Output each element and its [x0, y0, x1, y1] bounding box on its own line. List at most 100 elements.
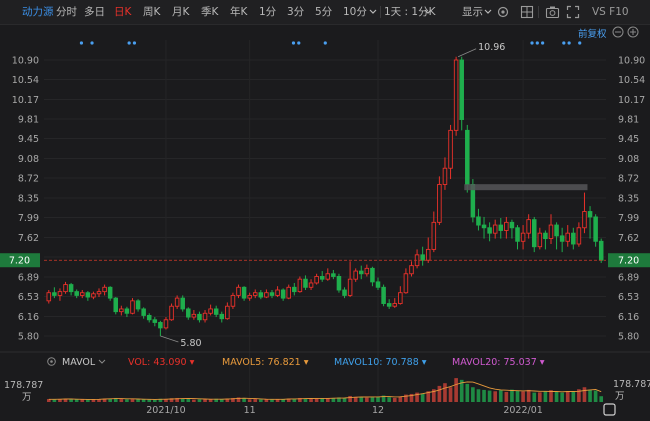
volume-bar: [420, 393, 425, 402]
volume-bar: [63, 398, 68, 402]
price-tick-left: 8.72: [18, 173, 39, 184]
tab-daily-k[interactable]: 日K: [114, 6, 132, 18]
candle-body: [163, 319, 169, 329]
candle-body: [124, 308, 130, 314]
camera-icon[interactable]: [545, 5, 560, 22]
vs-f10-button[interactable]: VS F10: [592, 6, 629, 18]
volume-bar: [392, 397, 397, 402]
chevron-down-icon[interactable]: [424, 6, 432, 21]
candle-body: [202, 312, 208, 321]
volume-bar: [381, 395, 386, 402]
tab-multi-day[interactable]: 多日: [84, 6, 105, 18]
volume-bar: [577, 389, 581, 402]
mavol20-label: MAVOL20: 75.037 ▾: [452, 357, 545, 368]
candle-body: [102, 286, 107, 293]
volume-bar: [292, 398, 297, 402]
tab-10min[interactable]: 10分: [343, 6, 367, 18]
event-marker: [90, 41, 94, 45]
volume-bar: [125, 399, 129, 402]
volume-indicator-name[interactable]: MAVOL: [62, 357, 96, 368]
candle-body: [119, 308, 124, 313]
candle-body: [96, 291, 102, 295]
low-annotation: 5.80: [180, 338, 201, 349]
price-tick-left: 6.53: [18, 292, 39, 303]
chevron-down-icon[interactable]: [98, 357, 106, 370]
tab-yearly-k[interactable]: 年K: [230, 6, 248, 18]
candle-body: [213, 308, 219, 315]
app-logo-icon: [603, 403, 616, 416]
volume-bar: [225, 398, 230, 402]
event-marker: [535, 41, 539, 45]
layout-icon[interactable]: [520, 5, 534, 22]
plus-circle-icon[interactable]: [627, 26, 639, 41]
tab-1min[interactable]: 1分: [259, 6, 277, 18]
volume-bar: [437, 385, 442, 402]
period-combo[interactable]: 1天 : 1分K: [384, 6, 436, 18]
candle-body: [492, 224, 498, 234]
stock-name[interactable]: 动力源: [22, 6, 54, 18]
candle-body: [208, 308, 213, 314]
tab-weekly-k[interactable]: 周K: [143, 6, 161, 18]
candle-body: [308, 282, 314, 288]
mavol20-value: 75.037: [503, 357, 537, 368]
event-marker: [323, 41, 327, 45]
candle-body: [264, 292, 269, 298]
tab-monthly-k[interactable]: 月K: [172, 6, 190, 18]
candle-body: [269, 292, 275, 296]
settings-icon[interactable]: [496, 5, 510, 22]
volume-settings-icon[interactable]: [46, 356, 57, 370]
candle-body: [593, 216, 598, 242]
volume-bar: [409, 393, 414, 402]
event-marker: [578, 41, 582, 45]
candle-body: [180, 297, 185, 310]
volume-bar: [532, 392, 537, 402]
volume-bar: [365, 397, 369, 402]
volume-bar: [175, 397, 179, 402]
candle-body: [46, 292, 52, 302]
tab-3min[interactable]: 3分: [287, 6, 305, 18]
price-tick-left: 6.16: [18, 312, 39, 323]
current-price-tag-right: [608, 253, 650, 268]
chevron-down-icon[interactable]: [484, 6, 492, 21]
candle-body: [442, 167, 448, 185]
volume-bar: [476, 389, 481, 402]
volume-bar: [309, 399, 313, 402]
candle-body: [554, 224, 559, 237]
volume-bar: [253, 399, 258, 402]
candle-body: [576, 227, 582, 245]
candle-body: [152, 319, 158, 323]
candle-body: [314, 276, 319, 284]
display-menu[interactable]: 显示: [462, 6, 483, 18]
volume-bar: [387, 397, 391, 402]
price-tick-right: 6.53: [618, 292, 639, 303]
price-tick-right: 8.35: [618, 194, 639, 205]
volume-bar: [337, 397, 341, 402]
tab-5min[interactable]: 5分: [315, 6, 333, 18]
candle-body: [559, 235, 565, 242]
tab-quarterly-k[interactable]: 季K: [201, 6, 219, 18]
candle-body: [520, 232, 526, 242]
volume-bar: [91, 399, 96, 402]
volume-bar: [554, 391, 559, 402]
candle-body: [63, 284, 68, 293]
x-axis-tick: 2022/01: [503, 405, 542, 416]
candle-body: [158, 322, 163, 329]
candle-body: [146, 314, 152, 321]
volume-bar: [180, 398, 185, 402]
minus-circle-icon[interactable]: [612, 26, 624, 41]
tab-intraday[interactable]: 分时: [56, 6, 77, 18]
volume-bar: [471, 387, 475, 402]
price-tick-right: 5.80: [618, 332, 639, 343]
candle-body: [141, 308, 146, 316]
fullscreen-icon[interactable]: [566, 5, 580, 22]
adjust-mode-label[interactable]: 前复权: [578, 29, 607, 40]
candle-body: [459, 59, 464, 120]
candle-body: [598, 240, 604, 261]
volume-bar: [169, 398, 174, 402]
chevron-down-icon[interactable]: [369, 6, 377, 21]
high-annotation: 10.96: [478, 42, 505, 53]
candle-body: [420, 254, 425, 261]
low-annotation-leader: [160, 335, 179, 343]
volume-bar: [521, 391, 525, 402]
